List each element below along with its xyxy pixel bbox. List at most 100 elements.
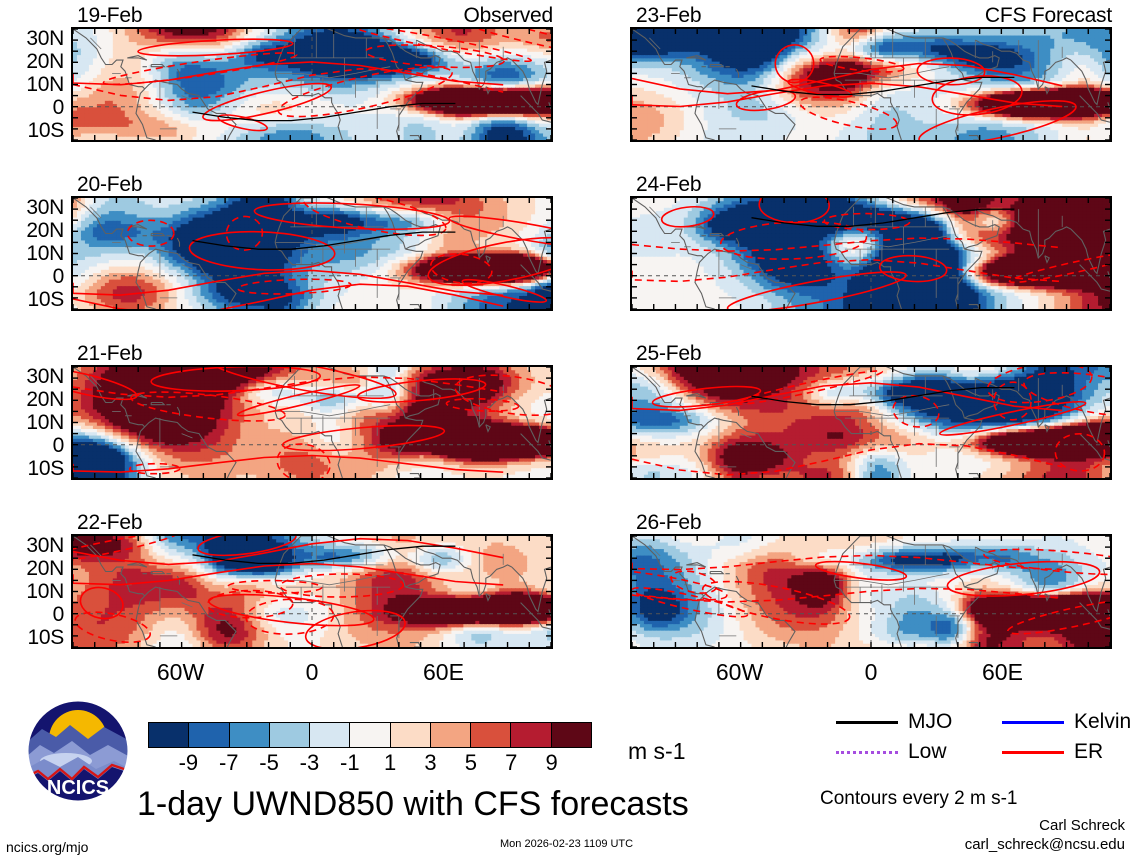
axis-ticks — [632, 367, 1110, 478]
panel-date-label: 19-Feb — [77, 5, 143, 26]
er-wave-contours — [632, 548, 1110, 635]
mjo-contour — [751, 208, 1015, 227]
y-axis-tick-label: 10S — [0, 120, 65, 141]
anomaly-map — [73, 367, 551, 478]
er-wave-contours — [73, 29, 551, 132]
er-wave-contours — [73, 198, 551, 309]
ncics-logo-text: NCICS — [47, 777, 109, 799]
colorbar-swatch — [269, 723, 311, 747]
axis-ticks — [73, 536, 551, 647]
y-axis-tick-label: 10N — [0, 581, 64, 602]
colorbar-tick-label: 3 — [405, 752, 457, 774]
colorbar-swatch — [551, 723, 591, 747]
y-axis-tick-label: 30N — [0, 366, 64, 387]
colorbar-swatch — [390, 723, 431, 747]
map-frame — [630, 196, 1112, 311]
shaded-anomaly-field — [632, 536, 1110, 647]
wave-type-legend: MJO Kelvin x2 Low ER — [836, 709, 1135, 769]
shaded-anomaly-field — [632, 198, 1110, 309]
colorbar-tick-label: -3 — [283, 752, 335, 774]
colorbar-swatch — [471, 723, 512, 747]
ncics-logo-graphic: NCICS — [27, 700, 129, 802]
colorbar-tick-label: -1 — [324, 752, 376, 774]
anomaly-map — [632, 198, 1110, 309]
y-axis-tick-label: 0 — [0, 604, 65, 625]
map-frame — [71, 365, 553, 480]
coastlines — [73, 367, 551, 478]
colorbar — [148, 722, 592, 748]
colorbar-swatch — [229, 723, 270, 747]
x-axis-tick-label: 60E — [947, 661, 1057, 684]
y-axis-tick-label: 20N — [0, 389, 64, 410]
er-wave-contours — [632, 198, 1110, 309]
colorbar-swatch — [350, 723, 391, 747]
anomaly-map — [73, 29, 551, 140]
anomaly-map — [73, 536, 551, 647]
anomaly-map — [73, 198, 551, 309]
colorbar-swatch — [430, 723, 472, 747]
legend-label: MJO — [908, 709, 952, 735]
colorbar-tick-label: 9 — [526, 752, 578, 774]
author-name: Carl Schreck — [965, 816, 1125, 835]
panel-date-label: 23-Feb — [636, 5, 702, 26]
map-frame — [630, 365, 1112, 480]
coastlines — [632, 367, 1110, 478]
y-axis-tick-label: 0 — [0, 435, 65, 456]
mjo-contour — [192, 102, 456, 122]
colorbar-tick-label: -5 — [243, 752, 295, 774]
legend-label: Kelvin x2 — [1074, 709, 1135, 735]
colorbar-tick-label: 7 — [485, 752, 537, 774]
ncics-logo: NCICS — [26, 699, 130, 803]
contour-interval-note: Contours every 2 m s-1 — [820, 789, 1017, 808]
panel-date-label: 20-Feb — [77, 174, 143, 195]
generation-timestamp: Mon 2026-02-23 1109 UTC — [500, 838, 633, 850]
legend-line-swatch — [836, 751, 898, 754]
y-axis-tick-label: 10N — [0, 74, 64, 95]
anomaly-map — [632, 29, 1110, 140]
mjo-contour — [192, 545, 456, 565]
x-axis-tick-label: 0 — [257, 661, 367, 684]
legend-label: Low — [908, 739, 947, 765]
author-email: carl_schreck@ncsu.edu — [965, 835, 1125, 854]
y-axis-tick-label: 0 — [0, 97, 65, 118]
site-url: ncics.org/mjo — [6, 840, 88, 855]
y-axis-tick-label: 10N — [0, 412, 64, 433]
axis-ticks — [73, 367, 551, 478]
map-frame — [630, 534, 1112, 649]
colorbar-swatch — [189, 723, 230, 747]
axis-ticks — [632, 536, 1110, 647]
y-axis-tick-label: 30N — [0, 28, 64, 49]
axis-ticks — [632, 198, 1110, 309]
y-axis-tick-label: 30N — [0, 197, 64, 218]
colorbar-tick-label: 5 — [445, 752, 497, 774]
colorbar-swatch — [310, 723, 351, 747]
column-header-forecast: CFS Forecast — [630, 5, 1112, 26]
legend-line-swatch — [836, 721, 898, 724]
panel-date-label: 25-Feb — [636, 343, 702, 364]
legend-label: ER — [1074, 739, 1103, 765]
author-credit: Carl Schreck carl_schreck@ncsu.edu — [965, 816, 1125, 854]
shaded-anomaly-field — [73, 536, 551, 647]
page-title: 1-day UWND850 with CFS forecasts — [137, 786, 689, 822]
axis-ticks — [73, 198, 551, 309]
mjo-contour — [192, 231, 456, 250]
x-axis-tick-label: 60W — [126, 661, 236, 684]
mjo-contour — [751, 76, 1015, 96]
legend-line-swatch — [1002, 721, 1064, 724]
colorbar-swatch — [511, 723, 552, 747]
panel-date-label: 22-Feb — [77, 512, 143, 533]
y-axis-tick-label: 10S — [0, 458, 65, 479]
colorbar-tick-label: -9 — [162, 752, 214, 774]
y-axis-tick-label: 10N — [0, 243, 64, 264]
y-axis-tick-label: 10S — [0, 627, 65, 648]
y-axis-tick-label: 20N — [0, 558, 64, 579]
y-axis-tick-label: 0 — [0, 266, 65, 287]
panel-date-label: 26-Feb — [636, 512, 702, 533]
y-axis-tick-label: 20N — [0, 220, 64, 241]
anomaly-map — [632, 536, 1110, 647]
political-borders — [649, 198, 1063, 301]
colorbar-swatch — [149, 723, 190, 747]
er-wave-contours — [73, 367, 551, 478]
x-axis-tick-label: 0 — [816, 661, 926, 684]
legend-line-swatch — [1002, 751, 1064, 754]
